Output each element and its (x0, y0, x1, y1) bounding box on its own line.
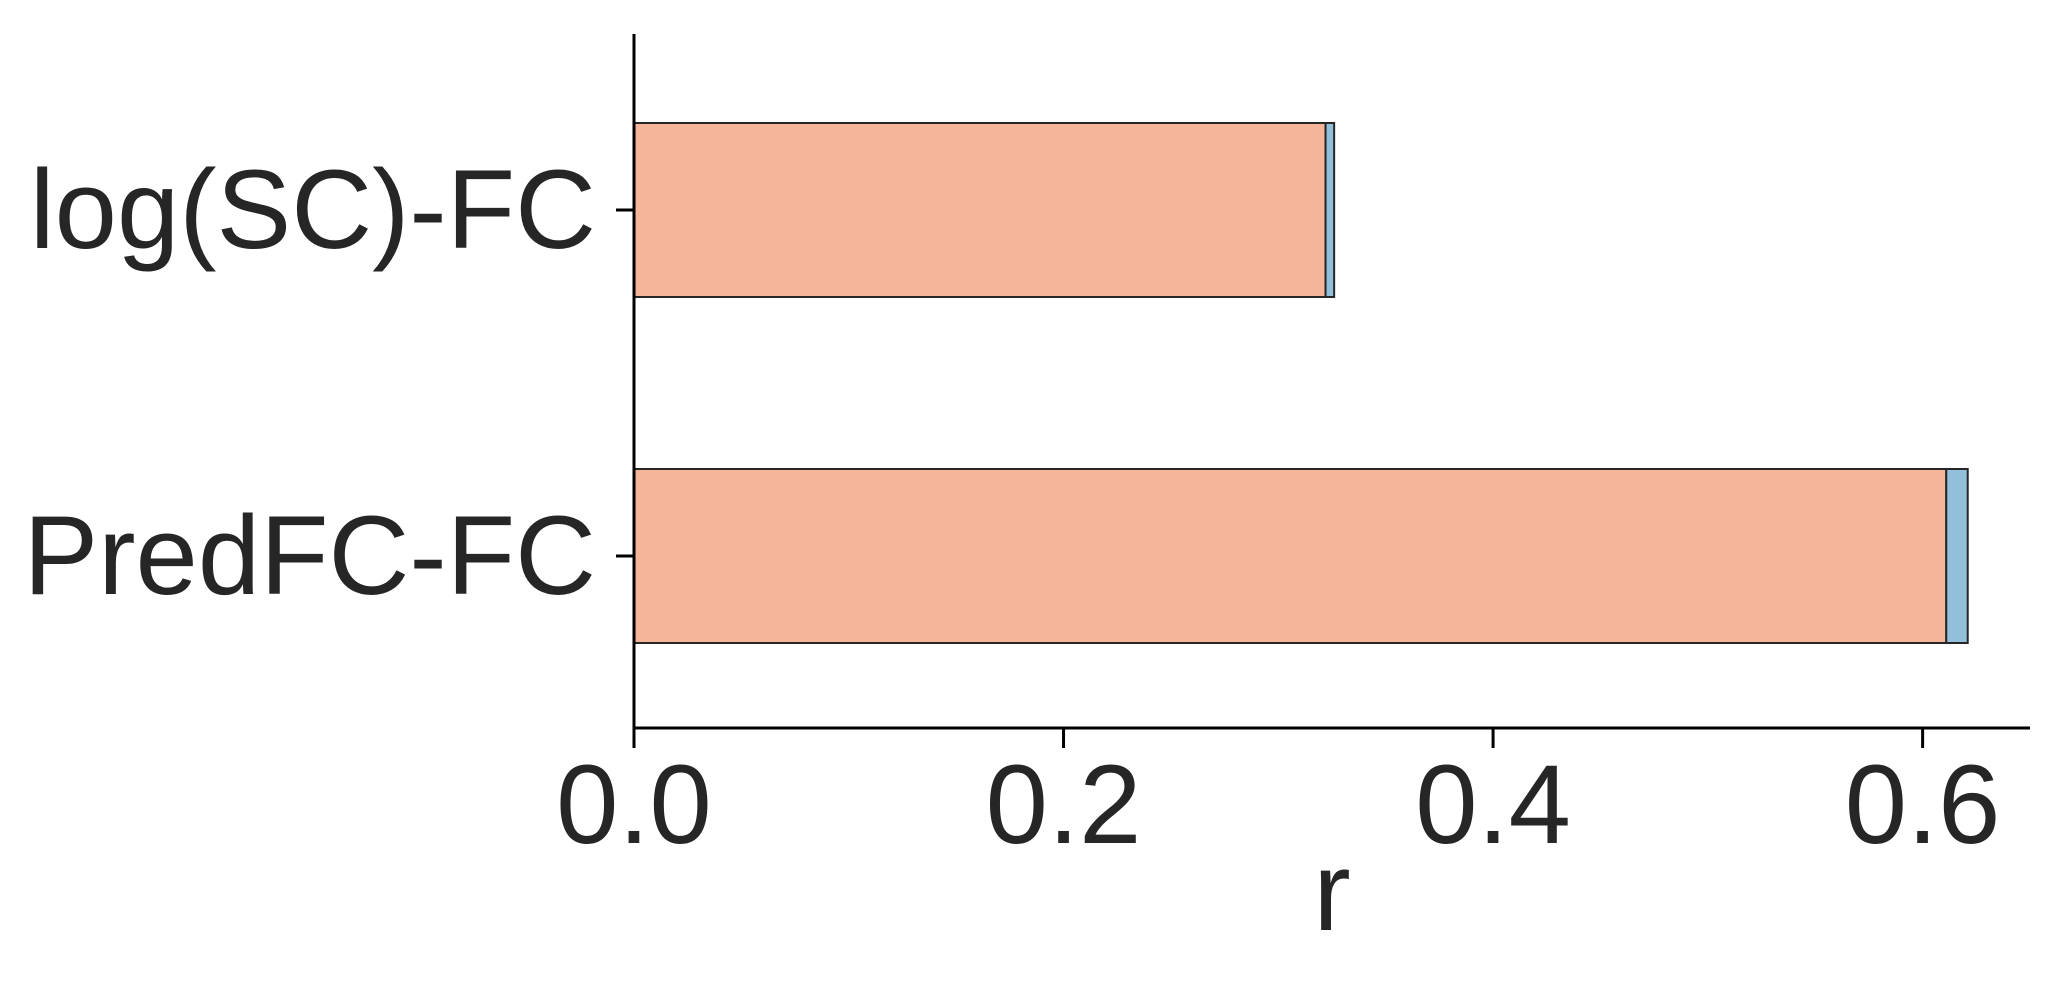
bars-group (633, 122, 1969, 644)
x-tick-label-2: 0.4 (1415, 742, 1571, 867)
x-axis-label: r (1313, 829, 1350, 954)
bar-extra-0 (1324, 122, 1336, 298)
bar-main-0 (633, 122, 1327, 298)
x-tick-label-0: 0.0 (556, 742, 712, 867)
x-tick-label-3: 0.6 (1845, 742, 2001, 867)
bar-extra-1 (1945, 468, 1969, 644)
x-tick-label-1: 0.2 (986, 742, 1142, 867)
category-label-0: log(SC)-FC (30, 147, 596, 272)
bar-main-1 (633, 468, 1948, 644)
axes-group (616, 34, 2030, 748)
labels-group: 0.0 0.2 0.4 0.6 log(SC)-FC PredFC-FC r (24, 147, 2001, 954)
category-label-1: PredFC-FC (24, 493, 596, 618)
